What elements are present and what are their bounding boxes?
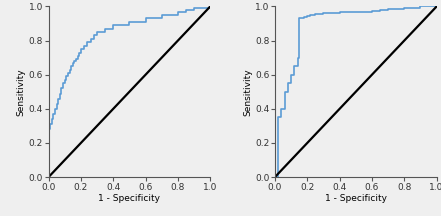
Y-axis label: Sensitivity: Sensitivity bbox=[243, 68, 252, 116]
X-axis label: 1 - Specificity: 1 - Specificity bbox=[98, 194, 161, 203]
X-axis label: 1 - Specificity: 1 - Specificity bbox=[325, 194, 387, 203]
Y-axis label: Sensitivity: Sensitivity bbox=[17, 68, 26, 116]
